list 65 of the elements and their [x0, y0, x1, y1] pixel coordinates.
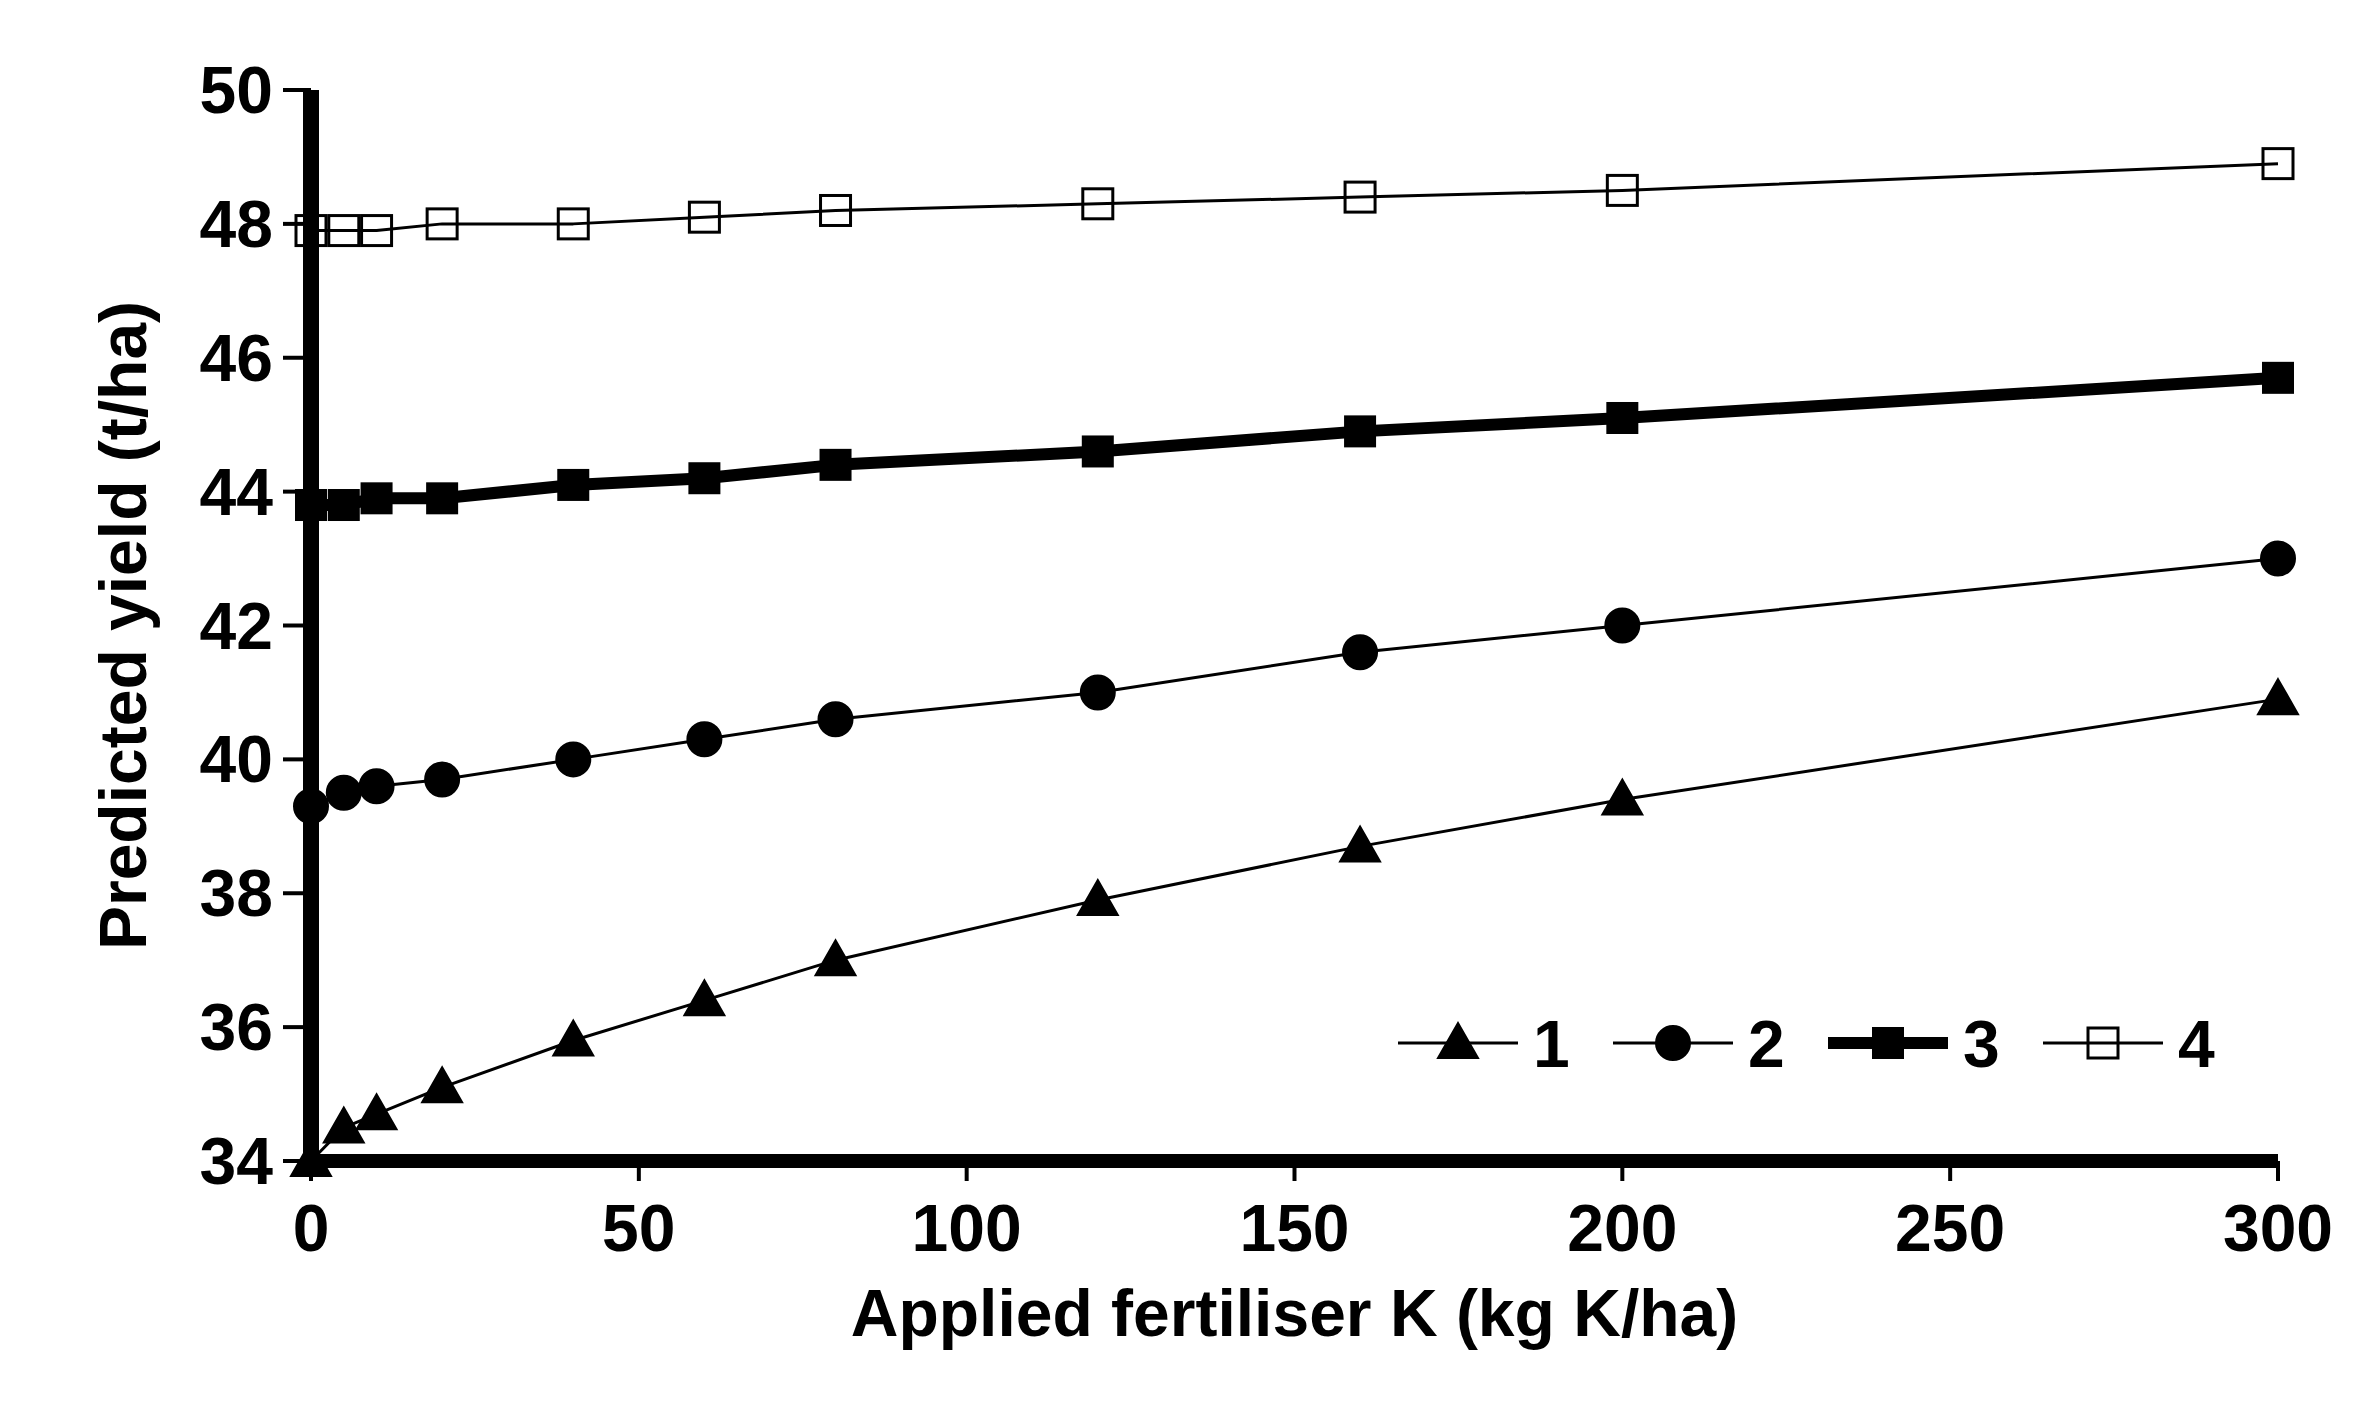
point	[327, 489, 360, 522]
y-tick-label: 34	[199, 1124, 274, 1198]
x-tick-label: 300	[2222, 1191, 2334, 1265]
point	[327, 214, 361, 248]
point	[355, 1093, 398, 1131]
point	[1339, 825, 1382, 863]
point	[2260, 540, 2296, 577]
point	[552, 1019, 595, 1057]
y-tick-label: 46	[199, 320, 273, 395]
y-tick-label: 50	[199, 53, 273, 127]
y-tick-label: 44	[199, 454, 274, 529]
y-tick-label: 36	[199, 990, 273, 1065]
y-tick-label: 42	[199, 588, 273, 663]
point	[2262, 361, 2294, 394]
point	[819, 193, 853, 227]
point	[814, 939, 857, 977]
point	[1079, 674, 1116, 711]
point	[1604, 607, 1641, 644]
x-tick-label: 100	[911, 1191, 1022, 1265]
point	[295, 489, 327, 522]
point	[1342, 634, 1379, 671]
legend-label: 4	[2178, 1006, 2215, 1081]
point	[360, 482, 393, 515]
point	[426, 482, 459, 515]
point	[1343, 180, 1377, 214]
point	[358, 768, 395, 805]
point	[421, 1066, 464, 1104]
legend-label: 1	[1533, 1006, 1570, 1081]
point	[1076, 878, 1119, 916]
point	[555, 741, 592, 778]
point	[2261, 147, 2295, 181]
x-tick-label: 250	[1895, 1191, 2006, 1265]
x-axis-title: Applied fertiliser K (kg K/ha)	[850, 1276, 1739, 1350]
point	[686, 721, 723, 758]
point	[2257, 678, 2299, 716]
point	[1601, 778, 1644, 816]
x-tick-label: 200	[1567, 1191, 1678, 1265]
x-tick-label: 0	[292, 1191, 330, 1265]
y-tick-label: 38	[199, 856, 273, 931]
point	[1606, 401, 1639, 434]
legend-label: 3	[1963, 1006, 2000, 1081]
x-tick-label: 50	[602, 1191, 676, 1265]
point	[1081, 435, 1114, 468]
point	[687, 200, 721, 234]
point	[817, 701, 854, 738]
x-tick-label: 150	[1239, 1191, 1350, 1265]
point	[1081, 187, 1115, 221]
point	[425, 207, 459, 241]
y-axis-title: Predicted yield (t/ha)	[86, 300, 160, 951]
legend-label: 2	[1748, 1006, 1785, 1081]
point	[1605, 173, 1639, 207]
point	[556, 207, 590, 241]
y-tick-label: 40	[199, 722, 273, 797]
point	[322, 1106, 365, 1144]
point	[683, 979, 726, 1017]
point	[1344, 415, 1377, 448]
point	[557, 468, 590, 501]
point	[325, 774, 362, 811]
point	[360, 214, 394, 248]
point	[424, 761, 461, 798]
point	[819, 448, 852, 481]
y-tick-label: 48	[199, 186, 273, 261]
point	[294, 214, 328, 248]
point	[293, 788, 329, 825]
point	[688, 462, 721, 495]
